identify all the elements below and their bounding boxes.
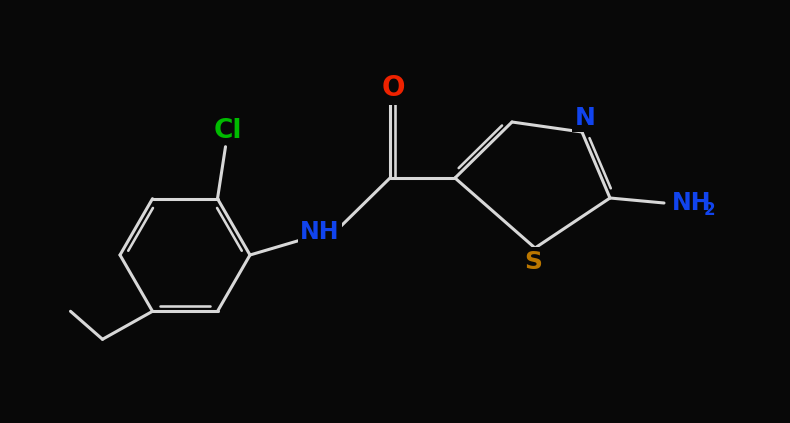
Text: NH: NH (300, 220, 340, 244)
Text: O: O (382, 74, 404, 102)
Text: S: S (524, 250, 542, 274)
Text: 2: 2 (704, 201, 716, 219)
Text: N: N (574, 106, 596, 130)
Text: NH: NH (672, 191, 712, 215)
Text: Cl: Cl (213, 118, 242, 144)
